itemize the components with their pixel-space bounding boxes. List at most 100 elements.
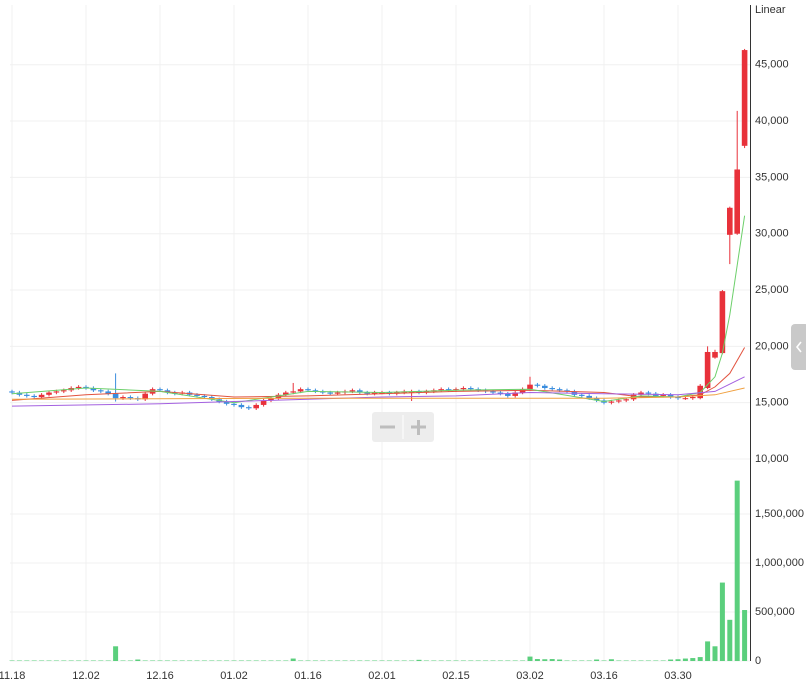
candle-body (579, 394, 585, 396)
candle-body (246, 407, 252, 409)
x-tick-label: 02.15 (442, 670, 470, 682)
candle-body (24, 394, 30, 396)
candle-body (453, 389, 459, 391)
y-tick-label: 35,000 (755, 171, 789, 183)
candle-body (16, 392, 23, 395)
candle-body (734, 169, 740, 234)
x-tick-label: 03.30 (664, 670, 692, 682)
side-panel-toggle[interactable] (791, 324, 806, 370)
candle-body (172, 392, 178, 394)
candle-body (283, 392, 289, 395)
x-tick-label: 12.02 (72, 670, 100, 682)
candle-body (490, 391, 496, 393)
candle-body (704, 351, 711, 389)
x-tick-label: 12.16 (146, 670, 174, 682)
candle-body (719, 291, 726, 354)
candle-body (61, 390, 67, 392)
candle-body (83, 386, 89, 389)
candle-body (512, 392, 518, 396)
candle-body (90, 388, 97, 391)
volume-bar (712, 646, 718, 661)
volume-bar (542, 659, 548, 661)
candle-body (364, 392, 370, 394)
candle-body (371, 392, 378, 394)
volume-tick-label: 500,000 (755, 606, 795, 618)
candle-body (334, 392, 341, 394)
candle-body (497, 392, 504, 394)
y-tick-label: 30,000 (755, 228, 789, 240)
y-tick-label: 10,000 (755, 453, 789, 465)
candle-body (534, 384, 541, 386)
candle-body (527, 384, 533, 390)
moving-average-line (11, 387, 745, 400)
candle-body (564, 390, 570, 392)
candle-body (253, 404, 259, 409)
candle-body (112, 393, 119, 399)
grid: 11.18 12.02 12.16 01.02 01.16 02.01 02.15 03.02… (0, 5, 804, 682)
zoom-out-button[interactable] (372, 412, 403, 442)
candle-body (38, 394, 45, 398)
y-tick-label: 25,000 (755, 284, 789, 296)
volume-bar (682, 658, 688, 661)
candle-body (238, 404, 245, 408)
candle-body (31, 395, 37, 398)
candle-body (556, 389, 563, 391)
candle-body (120, 397, 126, 399)
candle-body (312, 390, 319, 392)
y-tick-label: 40,000 (755, 115, 789, 127)
candle-body (290, 391, 296, 393)
candle-body (305, 389, 311, 391)
candle-body (660, 394, 666, 396)
x-tick-label: 01.16 (294, 670, 322, 682)
volume-bar (675, 659, 681, 661)
candle-body (260, 400, 267, 405)
volume-tick-label: 1,500,000 (755, 508, 804, 520)
candle-body (379, 392, 385, 394)
y-tick-label: 15,000 (755, 397, 789, 409)
candle-body (727, 207, 733, 235)
volume-tick-label: 1,000,000 (755, 557, 804, 569)
volume-bar (727, 619, 733, 661)
candle-body (357, 390, 363, 393)
candle-body (194, 394, 200, 396)
candle-body (53, 391, 60, 393)
marks (9, 48, 748, 661)
candle-body (75, 386, 82, 389)
candle-body (712, 351, 718, 358)
x-tick-label: 01.02 (220, 670, 248, 682)
moving-average-line (11, 347, 746, 401)
volume-bar (697, 657, 703, 661)
candle-body (438, 389, 444, 391)
candle-body (327, 392, 333, 394)
candle-body (105, 391, 111, 394)
volume-bar (668, 659, 674, 661)
candle-body (201, 395, 208, 398)
volume-bar (290, 658, 296, 661)
candle-body (638, 392, 644, 395)
candle-body (297, 389, 304, 392)
moving-average-line (11, 215, 746, 404)
volume-bar (557, 659, 563, 661)
candle-body (549, 388, 555, 390)
candle-body (593, 398, 600, 401)
x-tick-label: 02.01 (368, 670, 396, 682)
candle-body (645, 392, 652, 394)
volume-bar (594, 659, 600, 661)
zoom-in-button[interactable] (403, 412, 434, 442)
candle-body (741, 50, 748, 146)
candle-body (586, 395, 592, 399)
x-tick-label: 03.02 (516, 670, 544, 682)
candle-body (157, 389, 163, 391)
x-tick-label: 11.18 (0, 670, 25, 682)
y-tick-label: 45,000 (755, 59, 789, 71)
candle-body (349, 390, 356, 392)
volume-bar (705, 641, 711, 661)
side-tab[interactable] (791, 324, 806, 370)
candle-body (690, 397, 696, 399)
candle-body (608, 401, 615, 403)
volume-bar (608, 659, 614, 661)
candle-body (675, 397, 681, 399)
candle-body (98, 390, 104, 392)
volume-bar (690, 658, 696, 661)
volume-bar (719, 582, 725, 661)
